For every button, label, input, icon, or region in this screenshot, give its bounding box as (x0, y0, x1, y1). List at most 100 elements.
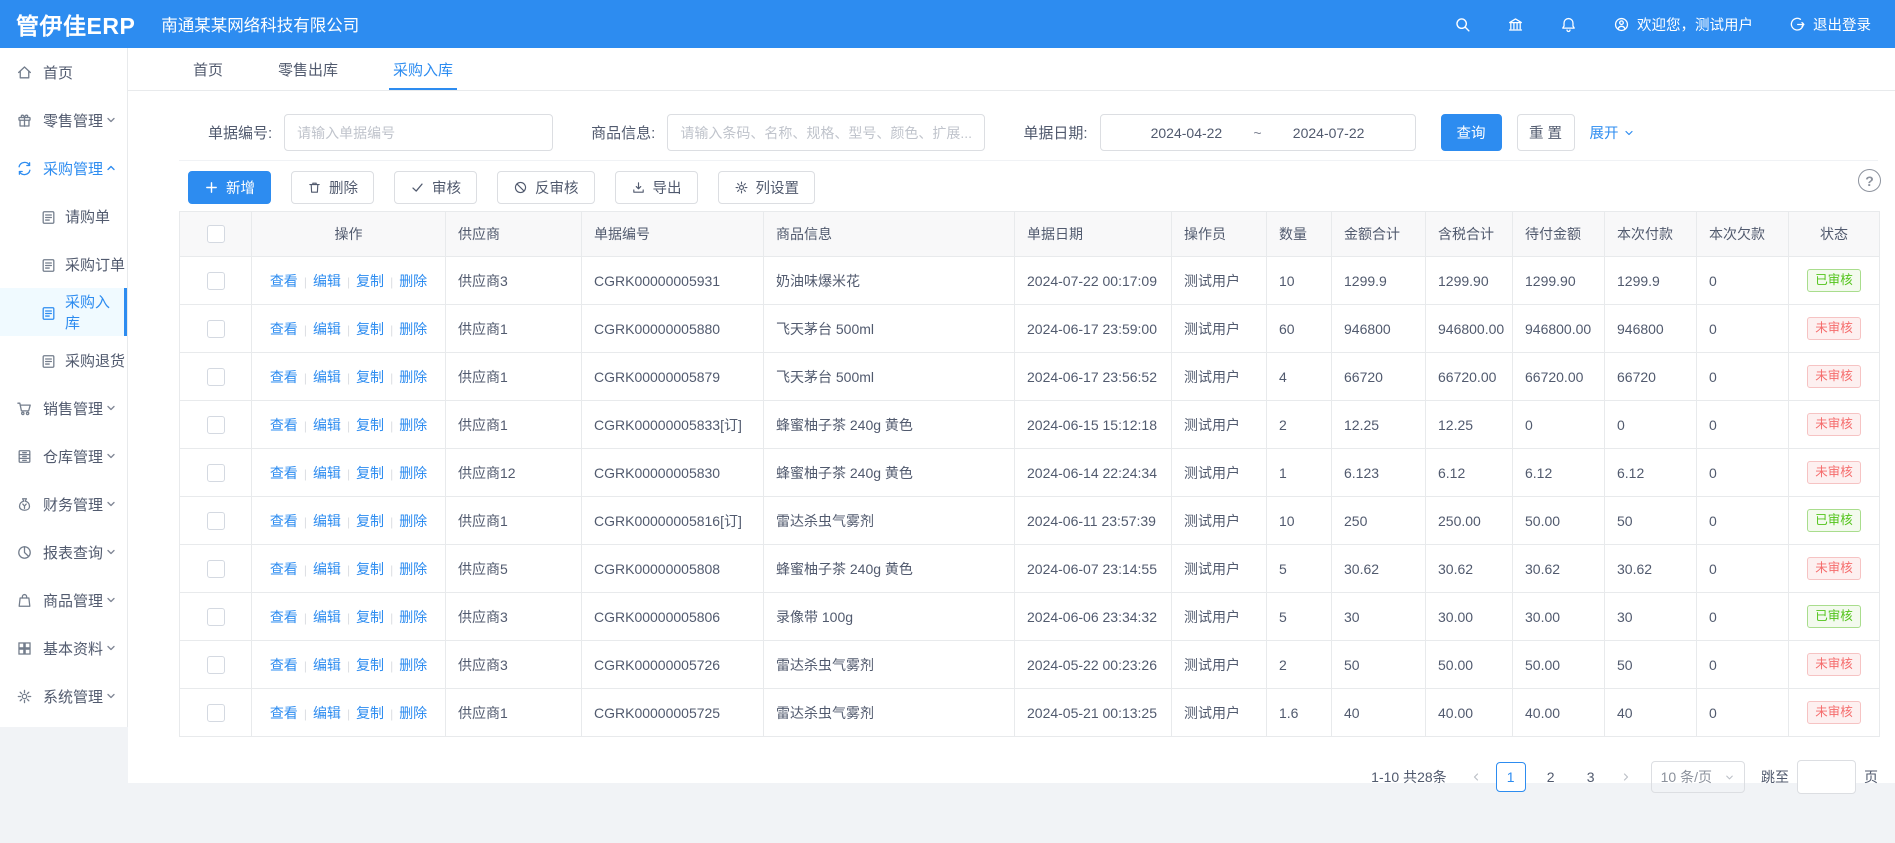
page-1[interactable]: 1 (1495, 762, 1526, 792)
row-action-edit[interactable]: 编辑 (312, 368, 341, 385)
product-info-input[interactable] (667, 114, 986, 151)
sidebar-item-basic[interactable]: 基本资料 (0, 624, 127, 672)
cell-operator: 测试用户 (1171, 640, 1267, 689)
expand-toggle[interactable]: 展开 (1590, 122, 1635, 143)
page-size-select[interactable]: 10 条/页 (1650, 761, 1745, 793)
row-action-view[interactable]: 查看 (269, 560, 298, 577)
row-action-view[interactable]: 查看 (269, 512, 298, 529)
search-icon[interactable] (1454, 16, 1471, 33)
row-action-copy[interactable]: 复制 (356, 608, 385, 625)
query-button[interactable]: 查询 (1440, 114, 1502, 151)
add-button[interactable]: 新增 (188, 171, 271, 204)
sidebar-item-warehouse[interactable]: 仓库管理 (0, 432, 127, 480)
date-range-picker[interactable]: ~ (1099, 114, 1416, 151)
export-button[interactable]: 导出 (614, 171, 698, 204)
row-action-view[interactable]: 查看 (269, 272, 298, 289)
row-action-view[interactable]: 查看 (269, 464, 298, 481)
tab-purchase-inbound[interactable]: 采购入库 (389, 48, 458, 90)
audit-button[interactable]: 审核 (394, 171, 477, 204)
tab-home[interactable]: 首页 (193, 61, 224, 79)
sidebar-item-label: 财务管理 (43, 496, 104, 514)
next-page-button[interactable] (1611, 771, 1641, 783)
page-3[interactable]: 3 (1586, 769, 1595, 785)
sidebar-item-finance[interactable]: 财务管理 (0, 480, 127, 528)
row-action-edit[interactable]: 编辑 (312, 320, 341, 337)
bell-icon[interactable] (1560, 16, 1577, 33)
sidebar-item-retail[interactable]: 零售管理 (0, 96, 127, 144)
row-action-view[interactable]: 查看 (269, 368, 298, 385)
row-action-copy[interactable]: 复制 (356, 656, 385, 673)
sidebar-item-purchase-return[interactable]: 采购退货 (0, 336, 127, 384)
reset-button[interactable]: 重 置 (1516, 114, 1575, 151)
row-checkbox[interactable] (206, 415, 225, 434)
cell-payable: 30.62 (1512, 544, 1605, 593)
row-checkbox[interactable] (206, 319, 225, 338)
row-action-delete[interactable]: 删除 (399, 464, 428, 481)
row-action-view[interactable]: 查看 (269, 320, 298, 337)
row-action-delete[interactable]: 删除 (399, 368, 428, 385)
row-action-delete[interactable]: 删除 (399, 416, 428, 433)
row-action-view[interactable]: 查看 (269, 656, 298, 673)
sidebar-item-home[interactable]: 首页 (0, 48, 127, 96)
row-action-copy[interactable]: 复制 (356, 368, 385, 385)
unaudit-button[interactable]: 反审核 (497, 171, 595, 204)
row-action-edit[interactable]: 编辑 (312, 608, 341, 625)
row-checkbox[interactable] (206, 607, 225, 626)
date-start-input[interactable] (1125, 123, 1248, 142)
row-action-delete[interactable]: 删除 (399, 608, 428, 625)
page-2[interactable]: 2 (1546, 769, 1555, 785)
row-action-delete[interactable]: 删除 (399, 512, 428, 529)
row-action-copy[interactable]: 复制 (356, 704, 385, 721)
row-checkbox[interactable] (206, 463, 225, 482)
row-checkbox[interactable] (206, 703, 225, 722)
row-action-copy[interactable]: 复制 (356, 272, 385, 289)
column-settings-button[interactable]: 列设置 (717, 171, 815, 204)
row-action-edit[interactable]: 编辑 (312, 512, 341, 529)
sidebar-item-purchase[interactable]: 采购管理 (0, 144, 127, 192)
row-action-copy[interactable]: 复制 (356, 464, 385, 481)
delete-button[interactable]: 删除 (291, 171, 374, 204)
sidebar-item-purchase-inbound[interactable]: 采购入库 (0, 288, 127, 336)
cell-owed: 0 (1696, 256, 1789, 305)
row-action-edit[interactable]: 编辑 (312, 656, 341, 673)
sidebar-item-purchase-order[interactable]: 采购订单 (0, 240, 127, 288)
row-action-delete[interactable]: 删除 (399, 656, 428, 673)
bank-icon[interactable] (1507, 16, 1524, 33)
row-action-copy[interactable]: 复制 (356, 416, 385, 433)
sidebar-item-system[interactable]: 系统管理 (0, 672, 127, 720)
sidebar-item-report[interactable]: 报表查询 (0, 528, 127, 576)
tab-retail-outbound[interactable]: 零售出库 (278, 61, 339, 79)
row-action-delete[interactable]: 删除 (399, 704, 428, 721)
row-action-view[interactable]: 查看 (269, 608, 298, 625)
help-icon[interactable]: ? (1858, 169, 1881, 192)
prev-page-button[interactable] (1461, 771, 1491, 783)
row-action-view[interactable]: 查看 (269, 416, 298, 433)
row-checkbox[interactable] (206, 367, 225, 386)
row-action-edit[interactable]: 编辑 (312, 704, 341, 721)
row-action-edit[interactable]: 编辑 (312, 560, 341, 577)
row-action-delete[interactable]: 删除 (399, 560, 428, 577)
row-action-copy[interactable]: 复制 (356, 320, 385, 337)
row-checkbox[interactable] (206, 511, 225, 530)
sidebar-item-goods[interactable]: 商品管理 (0, 576, 127, 624)
row-action-view[interactable]: 查看 (269, 704, 298, 721)
row-checkbox[interactable] (206, 559, 225, 578)
row-action-edit[interactable]: 编辑 (312, 416, 341, 433)
row-action-copy[interactable]: 复制 (356, 560, 385, 577)
sidebar-item-sales[interactable]: 销售管理 (0, 384, 127, 432)
cell-product: 蜂蜜柚子茶 240g 黄色 (763, 544, 1015, 593)
row-checkbox[interactable] (206, 271, 225, 290)
sidebar-item-purchase-request[interactable]: 请购单 (0, 192, 127, 240)
row-checkbox[interactable] (206, 655, 225, 674)
date-end-input[interactable] (1267, 123, 1390, 142)
row-action-delete[interactable]: 删除 (399, 272, 428, 289)
logout-button[interactable]: 退出登录 (1789, 14, 1871, 35)
select-all-checkbox[interactable] (206, 225, 225, 244)
welcome-user[interactable]: 欢迎您，测试用户 (1613, 14, 1753, 35)
row-action-edit[interactable]: 编辑 (312, 464, 341, 481)
row-action-copy[interactable]: 复制 (356, 512, 385, 529)
bill-no-input[interactable] (284, 114, 554, 151)
row-action-edit[interactable]: 编辑 (312, 272, 341, 289)
row-action-delete[interactable]: 删除 (399, 320, 428, 337)
jump-to-input[interactable] (1797, 760, 1856, 794)
